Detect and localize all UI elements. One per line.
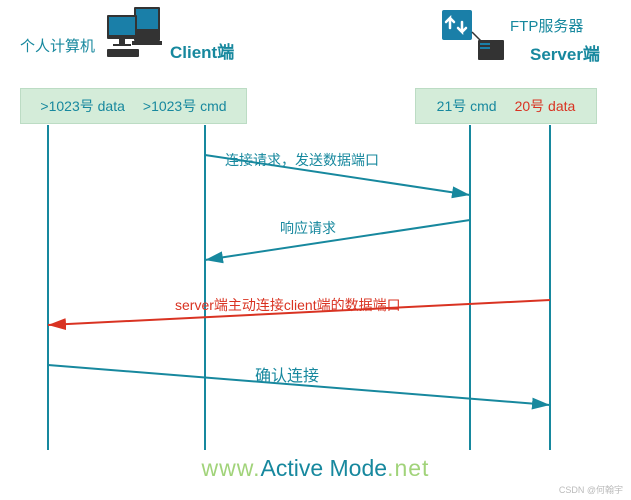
client-host-label: 个人计算机 — [20, 35, 95, 56]
client-ports-box: >1023号 data >1023号 cmd — [20, 88, 247, 124]
server-cmd-port: 21号 cmd — [437, 96, 497, 116]
watermark-left: www. — [202, 455, 261, 481]
server-data-port: 20号 data — [515, 96, 576, 116]
arrow2-label: 响应请求 — [280, 218, 336, 238]
server-role-label: Server端 — [530, 40, 600, 65]
client-computer-icon — [105, 5, 165, 65]
client-data-port: >1023号 data — [40, 96, 124, 116]
diagram-title: Active Mode — [261, 455, 388, 481]
client-role-label: Client端 — [170, 38, 234, 63]
arrow3-label: server端主动连接client端的数据端口 — [175, 295, 401, 315]
server-ports-box: 21号 cmd 20号 data — [415, 88, 597, 124]
arrow4-label: 确认连接 — [255, 362, 319, 386]
title-area: www.Active Mode.net — [0, 455, 631, 482]
diagram-svg — [0, 0, 631, 500]
client-cmd-port: >1023号 cmd — [143, 96, 227, 116]
footer-credit: CSDN @何翰宇 — [559, 483, 623, 496]
arrow1-label: 连接请求，发送数据端口 — [225, 150, 379, 170]
watermark-right: .net — [387, 455, 429, 481]
server-icon — [440, 8, 508, 68]
server-host-label: FTP服务器 — [510, 15, 583, 36]
